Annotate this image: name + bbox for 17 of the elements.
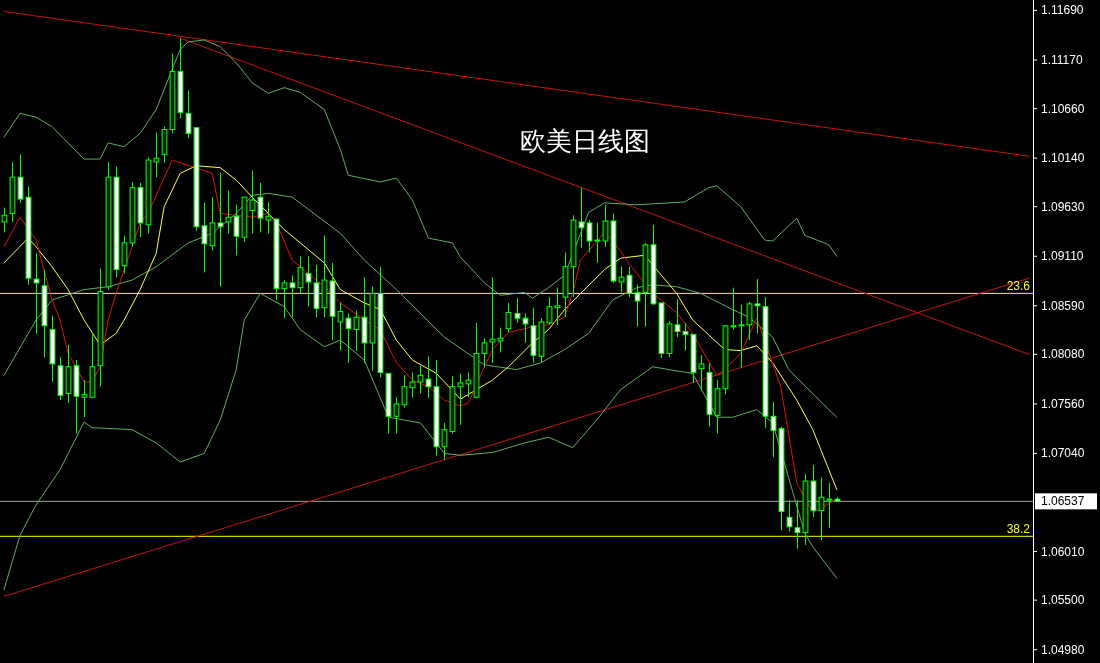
y-tick-label: 1.07040 (1041, 446, 1085, 461)
y-tick-label: 1.08590 (1041, 298, 1085, 313)
y-tick-label: 1.11170 (1041, 53, 1083, 68)
y-tick-label: 1.04980 (1041, 642, 1085, 657)
y-tick-label: 1.10140 (1041, 151, 1085, 166)
annotation: 38.2 (1006, 522, 1031, 537)
y-tick-label: 1.11690 (1041, 3, 1084, 18)
y-tick-label: 1.10660 (1041, 101, 1085, 116)
y-tick-label: 1.06010 (1041, 544, 1085, 559)
y-tick-label: 1.07560 (1041, 396, 1085, 411)
ref-line-label: 1.06537 (1041, 494, 1085, 509)
y-tick-label: 1.05500 (1041, 593, 1085, 608)
y-tick-label: 1.08080 (1041, 347, 1085, 362)
text: 欧美日线图 (519, 127, 650, 156)
annotation: 23.6 (1006, 279, 1031, 294)
y-tick-label: 1.09110 (1041, 249, 1084, 264)
y-tick-label: 1.09630 (1041, 199, 1085, 214)
